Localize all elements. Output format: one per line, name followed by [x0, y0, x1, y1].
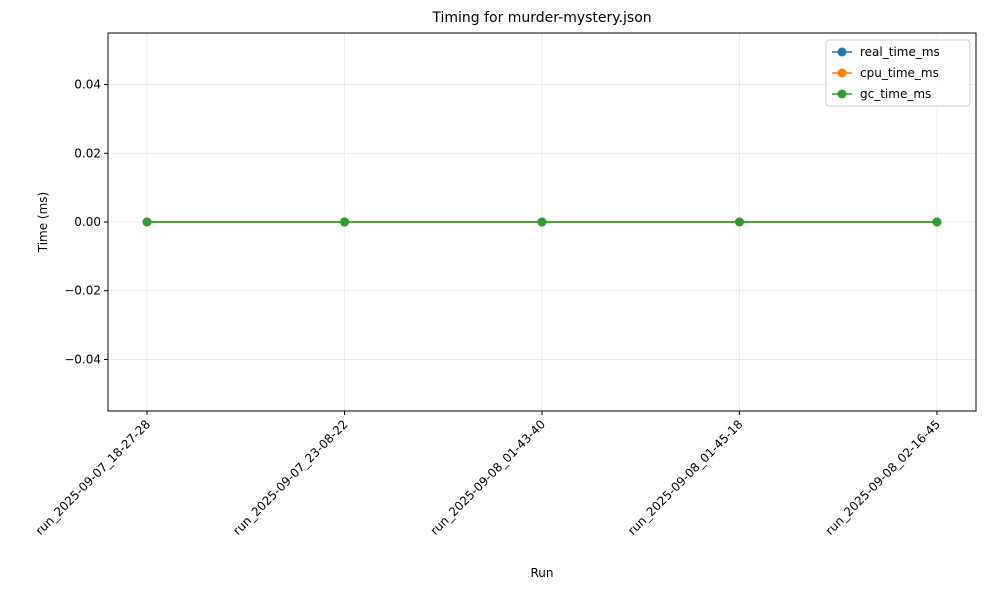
- legend-swatch-marker: [837, 68, 847, 78]
- y-tick-label: 0.00: [74, 215, 101, 229]
- legend-label: real_time_ms: [860, 45, 940, 59]
- legend-swatch-marker: [837, 47, 847, 57]
- y-tick-label: −0.04: [64, 352, 101, 366]
- data-point-gc_time_ms: [932, 217, 942, 227]
- legend: real_time_ms cpu_time_ms gc_time_ms: [825, 39, 971, 107]
- legend-label: gc_time_ms: [860, 87, 931, 101]
- legend-label: cpu_time_ms: [860, 66, 939, 80]
- x-axis-label: Run: [530, 566, 553, 580]
- data-point-gc_time_ms: [537, 217, 547, 227]
- y-axis-label: Time (ms): [36, 192, 50, 254]
- series-layer: [142, 217, 942, 227]
- chart-title: Timing for murder-mystery.json: [431, 10, 651, 26]
- y-tick-label: 0.04: [74, 78, 101, 92]
- legend-swatch-marker: [837, 89, 847, 99]
- y-tick-label: −0.02: [64, 284, 101, 298]
- y-tick-label: 0.02: [74, 146, 101, 160]
- legend-box: [825, 39, 971, 107]
- data-point-gc_time_ms: [340, 217, 350, 227]
- data-point-gc_time_ms: [142, 217, 152, 227]
- data-point-gc_time_ms: [734, 217, 744, 227]
